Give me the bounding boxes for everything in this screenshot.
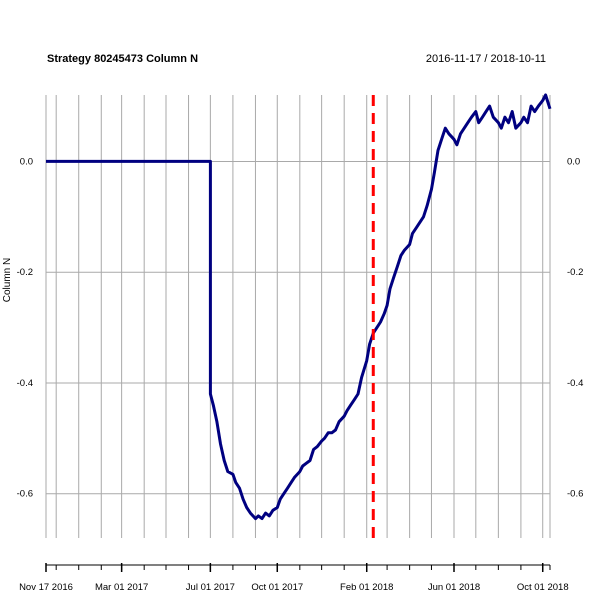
x-tick-label: Oct 01 2018 bbox=[517, 582, 569, 593]
x-tick-label: Feb 01 2018 bbox=[340, 582, 393, 593]
x-tick-label: Nov 17 2016 bbox=[19, 582, 73, 593]
x-tick-label: Oct 01 2017 bbox=[251, 582, 303, 593]
y-axis: 0.0 0.0 -0.2 -0.2 -0.4 -0.4 -0.6 -0.6 bbox=[17, 156, 584, 499]
series-line bbox=[46, 93, 552, 521]
y-tick-label-right: -0.2 bbox=[567, 267, 583, 278]
x-tick-label: Jun 01 2018 bbox=[428, 582, 480, 593]
series-layer bbox=[46, 93, 552, 521]
x-tick-label: Jul 01 2017 bbox=[186, 582, 235, 593]
y-axis-label: Column N bbox=[2, 258, 13, 302]
x-axis: Nov 17 2016 Mar 01 2017 Jul 01 2017 Oct 01 … bbox=[19, 563, 569, 593]
y-tick-label-left: 0.0 bbox=[20, 156, 33, 167]
y-tick-label-left: -0.2 bbox=[17, 267, 33, 278]
y-tick-label-left: -0.4 bbox=[17, 378, 33, 389]
chart-title: Strategy 80245473 Column N bbox=[47, 53, 198, 65]
y-tick-label-left: -0.6 bbox=[17, 489, 33, 500]
y-tick-label-right: -0.4 bbox=[567, 378, 583, 389]
date-range-label: 2016-11-17 / 2018-10-11 bbox=[426, 53, 546, 65]
grid bbox=[45, 95, 551, 538]
y-tick-label-right: -0.6 bbox=[567, 489, 583, 500]
x-tick-label: Mar 01 2017 bbox=[95, 582, 148, 593]
y-tick-label-right: 0.0 bbox=[567, 156, 580, 167]
